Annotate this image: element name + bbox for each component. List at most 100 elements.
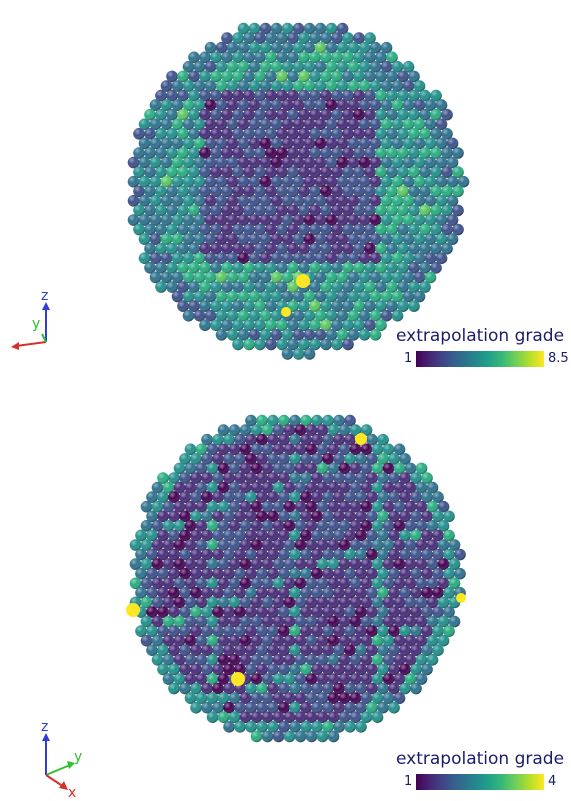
atom-shading [133, 223, 145, 236]
atom-shading [248, 22, 261, 35]
atom-shading [155, 242, 167, 255]
atom-shading [276, 89, 288, 102]
atom-shading [270, 137, 283, 150]
atom-shading [199, 262, 211, 274]
atom-shading [399, 644, 411, 656]
atom-shading [212, 472, 224, 484]
atom-shading [177, 147, 189, 159]
atom-shading [289, 644, 301, 656]
atom-shading [347, 233, 360, 245]
atom-shading [272, 577, 285, 590]
atom-shading [327, 424, 340, 436]
atom-shading [342, 223, 354, 236]
atom-shading [155, 223, 167, 236]
atom-shading [184, 500, 197, 513]
atom-shading [300, 721, 312, 733]
atom-shading [375, 185, 387, 198]
atom-shading [237, 118, 250, 131]
atom-shading [437, 577, 450, 590]
atom-shading [410, 644, 422, 656]
atom-shading [276, 338, 288, 351]
atom-shading [338, 500, 351, 513]
atom-shading [278, 510, 290, 523]
atom-shading [199, 185, 211, 198]
atom-shading [360, 634, 373, 647]
atom-shading [184, 558, 197, 570]
atom-shading [261, 500, 274, 513]
atom-shading [353, 319, 365, 332]
atom-shading [402, 156, 415, 169]
atom-shading [265, 204, 277, 217]
atom-shading [375, 147, 387, 159]
atom-shading [435, 137, 448, 150]
atom-shading [305, 462, 318, 475]
atom-shading [212, 491, 224, 503]
atom-shading [239, 711, 252, 723]
atom-shading [443, 567, 455, 580]
atom-shading [278, 644, 290, 656]
atom-shading [309, 147, 321, 159]
atom-shading [212, 453, 224, 465]
atom-shading [267, 414, 279, 427]
atom-shading [215, 214, 228, 226]
atom-shading [166, 147, 178, 159]
axis-label-y: y [32, 316, 40, 332]
legend-title: extrapolation grade [396, 326, 565, 346]
atom-shading [250, 615, 263, 628]
atom-shading [386, 300, 398, 312]
atom-shading [342, 32, 354, 44]
atom-shading [234, 721, 246, 733]
atom-shading [380, 195, 393, 207]
atom-shading [221, 204, 233, 217]
atom-shading [212, 529, 224, 542]
atom-shading [393, 577, 406, 590]
atom-shading [248, 99, 261, 111]
atom-shading [270, 175, 283, 188]
atom-shading [388, 510, 400, 523]
atom-shading [316, 443, 329, 456]
atom-shading [360, 673, 373, 685]
atom-shading [355, 682, 367, 695]
atom-shading [278, 529, 290, 542]
atom-shading [309, 70, 321, 83]
atom-shading [366, 433, 378, 446]
atom-shading [193, 195, 206, 207]
atom-shading [162, 500, 175, 513]
atom-shading [413, 118, 426, 131]
atom-shading [173, 596, 186, 609]
atom-shading [265, 262, 277, 274]
atom-shading [204, 41, 217, 54]
atom-shading [377, 453, 389, 465]
atom-shading [151, 596, 164, 609]
atom-shading [184, 481, 197, 494]
atom-shading [228, 500, 241, 513]
atom-shading [278, 625, 290, 637]
atom-shading [391, 118, 404, 131]
atom-shading [221, 242, 233, 255]
atom-shading [386, 70, 398, 83]
atom-shading [201, 472, 213, 484]
atom-shading [278, 414, 290, 427]
atom-shading [265, 300, 277, 312]
atom-shading [182, 118, 195, 131]
atom-shading [210, 204, 222, 217]
atom-shading [391, 80, 404, 92]
atom-shading [300, 548, 312, 561]
atom-shading [338, 520, 351, 532]
atom-shading [426, 615, 439, 628]
atom-shading [435, 99, 448, 111]
atom-shading [419, 204, 431, 217]
atom-shading [265, 128, 277, 140]
atom-shading [309, 32, 321, 44]
atom-shading [256, 414, 268, 427]
atom-shading [320, 70, 332, 83]
atom-shading [327, 730, 340, 743]
atom-shading [325, 233, 338, 245]
atom-shading [162, 634, 175, 647]
atom-shading [413, 175, 426, 188]
atom-shading [294, 520, 307, 532]
atom-shading [226, 80, 239, 92]
atom-shading [177, 204, 189, 217]
atom-shading [259, 118, 272, 131]
atom-shading [248, 137, 261, 150]
